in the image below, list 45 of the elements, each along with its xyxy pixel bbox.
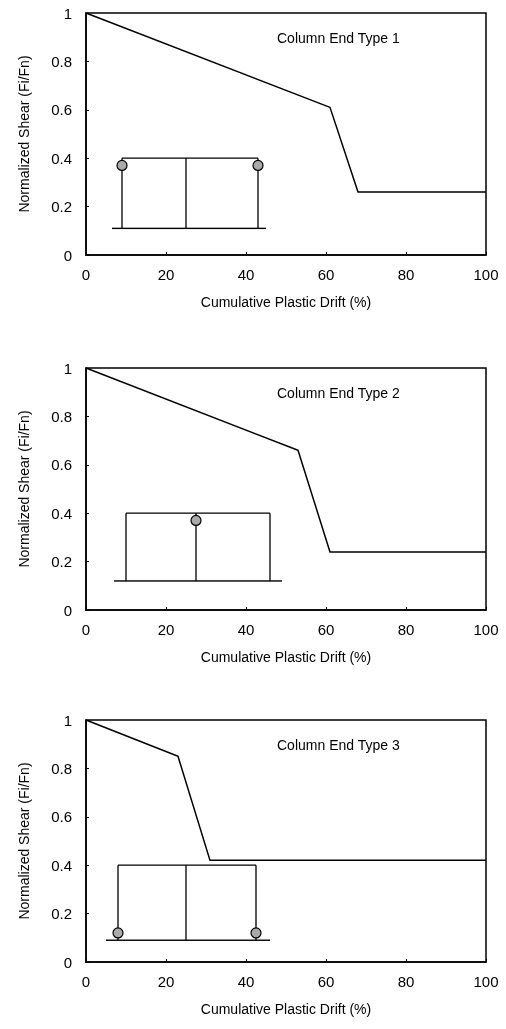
x-axis-title: Cumulative Plastic Drift (%) [200,294,372,310]
x-tick-label: 100 [473,266,499,283]
x-tick-label: 60 [317,621,335,638]
y-tick-label: 0.8 [51,759,72,777]
y-tick-label: 0 [63,953,72,971]
y-tick-label: 0.6 [51,808,72,826]
y-tick-label: 0 [63,601,72,619]
x-tick-label: 20 [157,973,175,990]
text: Column End Type 3 [277,737,400,753]
y-axis-title: Normalized Shear (Fi/Fn) [16,410,32,568]
y-tick-label: 0.2 [51,553,72,571]
x-tick-label: 0 [81,973,91,990]
y-tick-label: 0.2 [51,198,72,216]
x-tick-label: 20 [157,621,175,638]
x-tick-label: 40 [237,621,255,638]
y-tick-label: 1 [63,359,72,377]
y-tick-label: 0.6 [51,101,72,119]
y-axis-title: Normalized Shear (Fi/Fn) [16,55,32,213]
x-tick-label: 0 [81,266,91,283]
y-tick-label: 0.6 [51,456,72,474]
y-tick-label: 1 [63,4,72,22]
y-tick-label: 0.8 [51,407,72,425]
y-tick-label: 0.4 [51,856,72,874]
x-axis-title: Cumulative Plastic Drift (%) [200,649,372,665]
x-tick-label: 0 [81,621,91,638]
x-tick-label: 20 [157,266,175,283]
x-tick-label: 100 [473,621,499,638]
x-axis-title: Cumulative Plastic Drift (%) [200,1001,372,1017]
y-tick-label: 0.4 [51,504,72,522]
x-tick-label: 80 [397,621,415,638]
x-tick-label: 60 [317,266,335,283]
x-tick-label: 60 [317,973,335,990]
x-tick-label: 40 [237,266,255,283]
x-tick-label: 80 [397,973,415,990]
x-tick-label: 100 [473,973,499,990]
y-tick-label: 0 [63,246,72,264]
y-tick-label: 0.2 [51,905,72,923]
y-tick-label: 1 [63,711,72,729]
y-axis-title: Normalized Shear (Fi/Fn) [16,762,32,920]
text: Column End Type 2 [277,385,400,401]
x-tick-label: 80 [397,266,415,283]
y-tick-label: 0.4 [51,149,72,167]
y-tick-label: 0.8 [51,52,72,70]
x-tick-label: 40 [237,973,255,990]
text: Column End Type 1 [277,30,400,46]
